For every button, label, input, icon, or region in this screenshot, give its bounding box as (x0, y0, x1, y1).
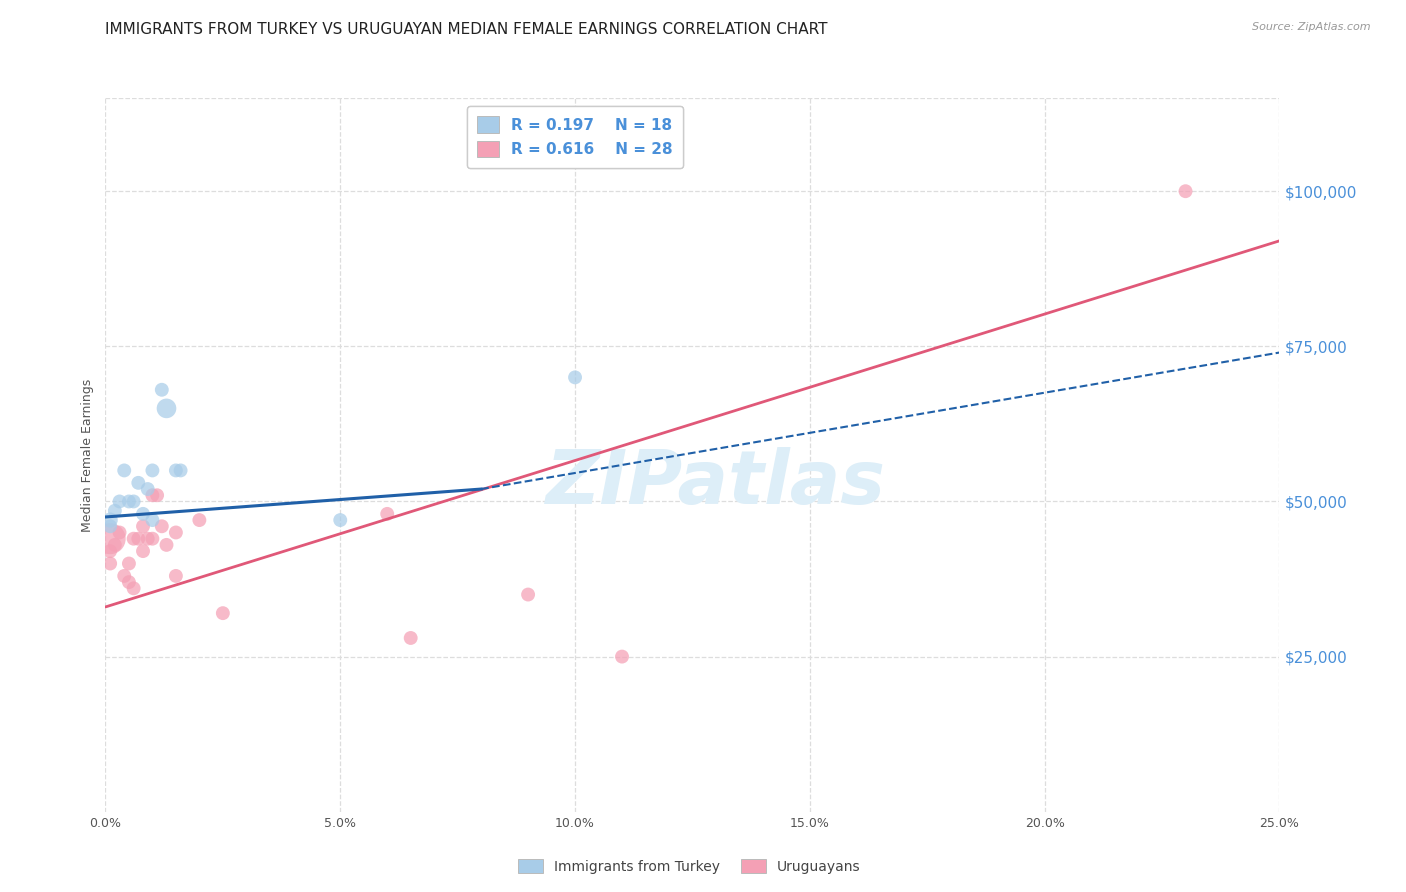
Point (165, 569, 187, 583)
Point (155, 401, 177, 416)
Point (118, 494, 141, 508)
Text: IMMIGRANTS FROM TURKEY VS URUGUAYAN MEDIAN FEMALE EARNINGS CORRELATION CHART: IMMIGRANTS FROM TURKEY VS URUGUAYAN MEDI… (105, 22, 828, 37)
Point (98, 532, 121, 546)
Point (122, 494, 145, 508)
Point (141, 532, 163, 546)
Point (98, 557, 121, 571)
Point (211, 606, 233, 620)
Point (132, 519, 155, 533)
Y-axis label: Median Female Earnings: Median Female Earnings (82, 378, 94, 532)
Point (141, 488, 163, 502)
Point (132, 544, 155, 558)
Point (564, 370, 586, 384)
Point (118, 575, 141, 590)
Text: ZIPatlas: ZIPatlas (546, 447, 886, 520)
Point (399, 631, 422, 645)
Legend: R = 0.197    N = 18, R = 0.616    N = 28: R = 0.197 N = 18, R = 0.616 N = 28 (467, 106, 683, 168)
Point (136, 482, 159, 496)
Point (141, 513, 163, 527)
Point (127, 532, 149, 546)
Point (108, 525, 131, 540)
Point (165, 525, 187, 540)
Point (329, 513, 352, 527)
Point (1174, 184, 1197, 198)
Point (150, 383, 173, 397)
Point (98, 544, 121, 558)
Point (127, 475, 149, 490)
Point (122, 582, 145, 596)
Point (112, 463, 135, 477)
Point (146, 488, 169, 502)
Point (108, 494, 131, 508)
Point (141, 463, 163, 477)
Legend: Immigrants from Turkey, Uruguayans: Immigrants from Turkey, Uruguayans (510, 852, 868, 880)
Point (169, 463, 191, 477)
Point (98, 519, 121, 533)
Point (112, 569, 135, 583)
Point (150, 519, 173, 533)
Point (165, 463, 187, 477)
Point (155, 538, 177, 552)
Point (188, 513, 211, 527)
Point (104, 538, 127, 552)
Point (118, 557, 141, 571)
Point (517, 588, 540, 602)
Point (610, 649, 633, 664)
Point (122, 532, 145, 546)
Point (98, 513, 121, 527)
Point (136, 532, 159, 546)
Point (132, 507, 155, 521)
Point (375, 507, 398, 521)
Point (104, 504, 127, 518)
Text: Source: ZipAtlas.com: Source: ZipAtlas.com (1253, 22, 1371, 32)
